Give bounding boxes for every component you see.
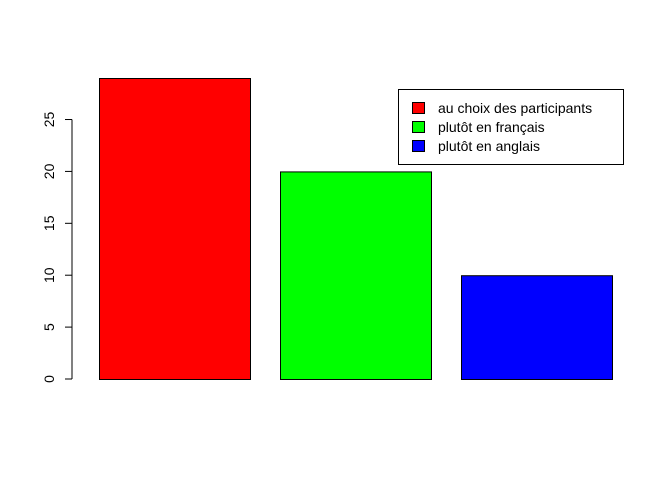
legend-label: plutôt en anglais (438, 138, 540, 154)
y-tick-label: 15 (41, 215, 57, 231)
legend-label: au choix des participants (438, 100, 592, 116)
y-tick-label: 20 (41, 163, 57, 179)
y-tick-label: 25 (41, 112, 57, 128)
y-tick-label: 10 (41, 267, 57, 283)
legend-swatch (412, 121, 425, 133)
y-axis: 0 5 10 15 20 25 (41, 112, 73, 383)
bar (280, 171, 432, 380)
y-tick-label: 0 (41, 375, 57, 383)
legend-box (398, 89, 624, 165)
y-tick-label: 5 (41, 323, 57, 331)
legend: au choix des participants plutôt en franç… (398, 89, 624, 165)
legend-swatch (412, 140, 425, 152)
bar (461, 275, 613, 381)
bar (99, 78, 251, 380)
bars (99, 78, 613, 381)
legend-label: plutôt en français (438, 119, 545, 135)
legend-swatch (412, 102, 425, 114)
